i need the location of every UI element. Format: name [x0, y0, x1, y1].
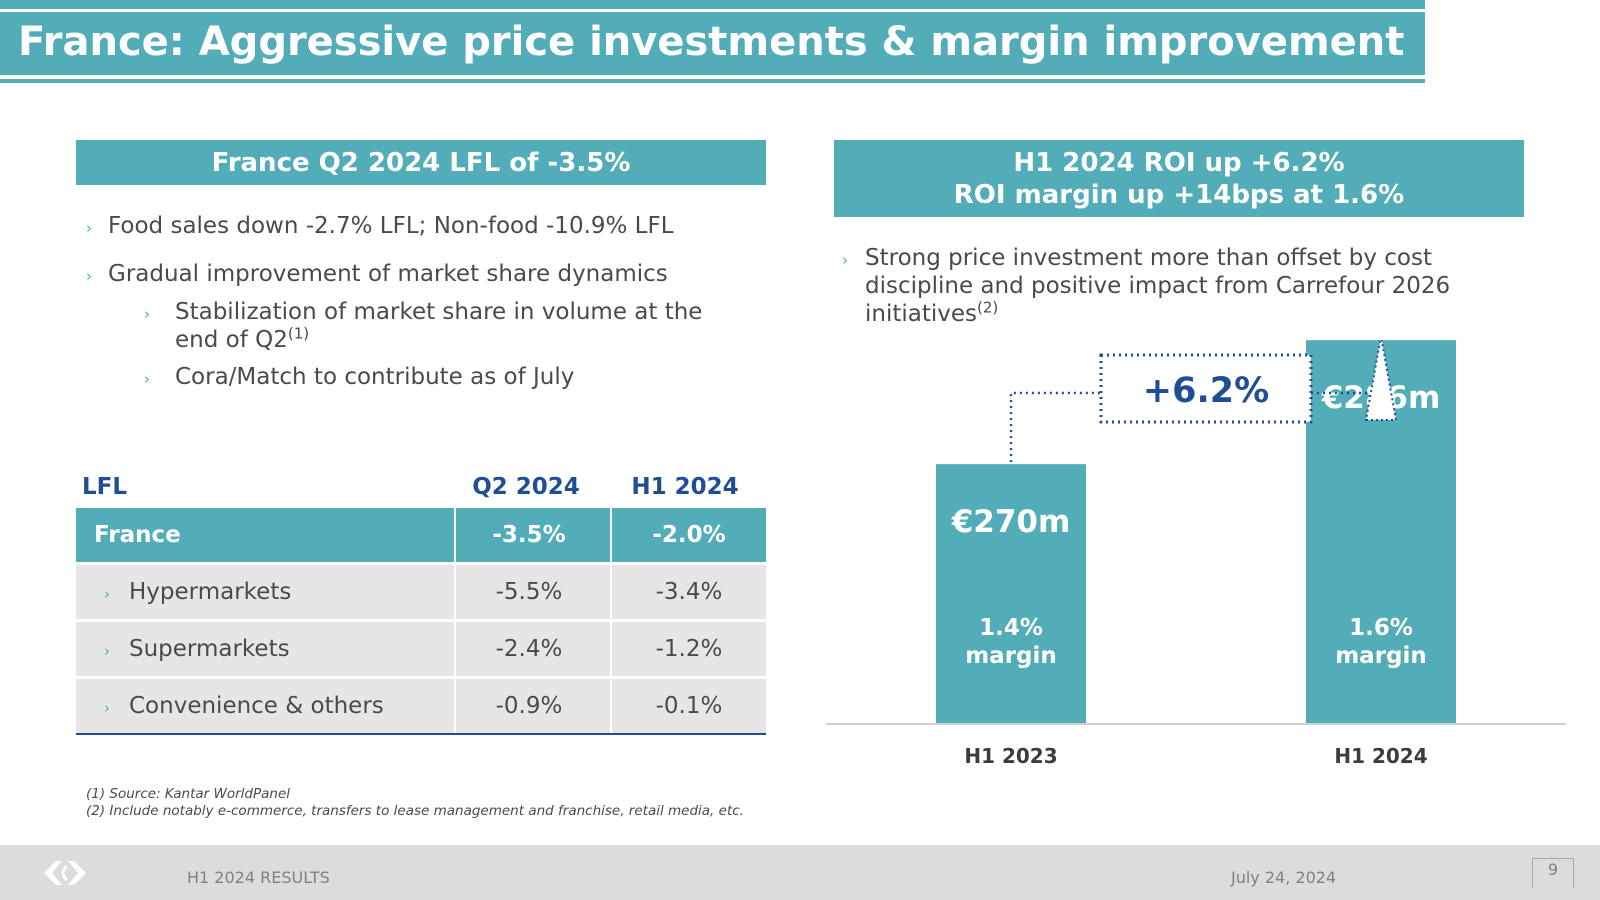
table-row-supermarkets: › Supermarkets -2.4% -1.2%	[76, 622, 766, 676]
bar-margin-word-label: margin	[1335, 643, 1427, 669]
left-section-header: France Q2 2024 LFL of -3.5%	[76, 140, 766, 185]
table-row-hypermarkets: › Hypermarkets -5.5% -3.4%	[76, 565, 766, 619]
footer-report-name: H1 2024 RESULTS	[187, 868, 330, 887]
chevron-right-icon: ›	[86, 267, 92, 285]
page-number: 9	[1547, 860, 1559, 879]
right-header-line1: H1 2024 ROI up +6.2%	[1013, 147, 1345, 178]
right-header-line2: ROI margin up +14bps at 1.6%	[953, 179, 1405, 210]
footnote-ref-2: (2)	[977, 298, 999, 317]
title-bar	[0, 12, 1425, 75]
row-q2-value: -0.9%	[495, 693, 563, 719]
chevron-right-icon: ›	[104, 585, 110, 603]
page-number-box: 9	[1532, 858, 1574, 888]
subbullet-text-line2: end of Q2	[175, 327, 288, 353]
carrefour-logo-icon	[40, 858, 90, 892]
footnotes: (1) Source: Kantar WorldPanel (2) Includ…	[86, 786, 744, 820]
bullet-text: Food sales down -2.7% LFL; Non-food -10.…	[108, 213, 674, 239]
row-h1-value: -3.4%	[655, 579, 723, 605]
subbullet-stabilization: › Stabilization of market share in volum…	[144, 298, 764, 354]
title-bottom-rule	[0, 79, 1425, 83]
chevron-right-icon: ›	[86, 219, 92, 237]
row-q2-value: -5.5%	[495, 579, 563, 605]
growth-label: +6.2%	[1143, 371, 1269, 411]
chevron-right-icon: ›	[104, 642, 110, 660]
title-top-rule	[0, 0, 1425, 9]
row-q2-value: -2.4%	[495, 636, 563, 662]
subbullet-text-line1: Stabilization of market share in volume …	[175, 299, 703, 325]
row-h1-value: -0.1%	[655, 693, 723, 719]
row-label: Convenience & others	[129, 693, 384, 719]
row-label: Supermarkets	[129, 636, 290, 662]
bar-h1-2023	[936, 464, 1086, 723]
row-label: France	[94, 522, 181, 548]
subbullet-text: Cora/Match to contribute as of July	[175, 364, 575, 390]
row-divider	[76, 619, 766, 622]
bar-value-label: €270m	[951, 504, 1071, 540]
table-header-q2: Q2 2024	[472, 474, 580, 500]
table-header-h1: H1 2024	[631, 474, 739, 500]
footnote-2: (2) Include notably e-commerce, transfer…	[86, 803, 744, 819]
chevron-right-icon: ›	[104, 699, 110, 717]
row-divider	[76, 676, 766, 679]
chevron-right-icon: ›	[842, 251, 848, 269]
table-row-convenience: › Convenience & others -0.9% -0.1%	[76, 679, 766, 735]
row-h1-value: -2.0%	[652, 522, 726, 548]
growth-box	[1099, 353, 1313, 424]
bullet-market-share: › Gradual improvement of market share dy…	[86, 260, 766, 288]
row-label: Hypermarkets	[129, 579, 292, 605]
bar-margin-word-label: margin	[965, 643, 1057, 669]
x-tick-label: H1 2024	[1334, 744, 1427, 768]
table-header-lfl: LFL	[82, 474, 128, 500]
footer-date: July 24, 2024	[1231, 868, 1337, 887]
bullet-price-investment: › Strong price investment more than offs…	[842, 244, 1482, 328]
bar-margin-pct-label: 1.6%	[1349, 615, 1413, 641]
footer-bar	[0, 845, 1600, 900]
x-tick-label: H1 2023	[964, 744, 1057, 768]
footnote-ref-1: (1)	[287, 324, 310, 343]
connector-left	[1009, 391, 1101, 463]
left-section-header-text: France Q2 2024 LFL of -3.5%	[211, 147, 631, 178]
row-h1-value: -1.2%	[655, 636, 723, 662]
page-title: France: Aggressive price investments & m…	[18, 19, 1405, 65]
table-row-france: France -3.5% -2.0%	[76, 508, 766, 562]
bullet-text: Strong price investment more than offset…	[865, 245, 1451, 327]
chevron-right-icon: ›	[144, 305, 150, 323]
subbullet-cora-match: › Cora/Match to contribute as of July	[144, 363, 764, 391]
chevron-right-icon: ›	[144, 370, 150, 388]
footnote-1: (1) Source: Kantar WorldPanel	[86, 786, 291, 802]
arrow-down-icon	[1364, 340, 1398, 421]
bullet-text: Gradual improvement of market share dyna…	[108, 261, 668, 287]
right-section-header: H1 2024 ROI up +6.2% ROI margin up +14bp…	[834, 140, 1524, 217]
row-q2-value: -3.5%	[492, 522, 566, 548]
bullet-food-sales: › Food sales down -2.7% LFL; Non-food -1…	[86, 212, 766, 240]
bar-margin-pct-label: 1.4%	[979, 615, 1043, 641]
